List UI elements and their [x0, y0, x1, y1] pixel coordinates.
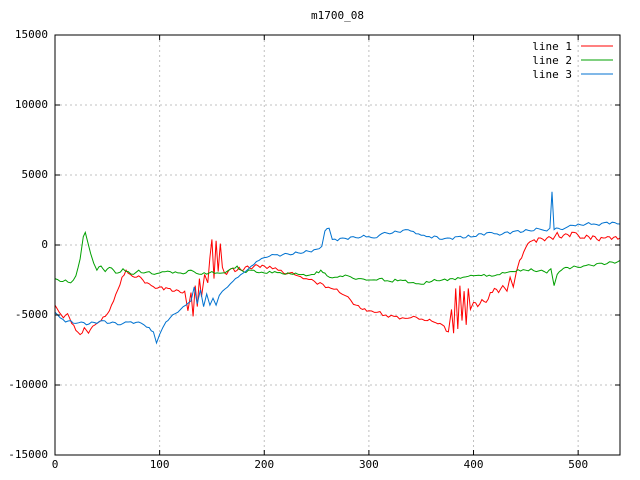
y-tick-label: -10000: [8, 378, 48, 391]
legend-line-sample: [581, 59, 613, 61]
x-tick-label: 500: [568, 458, 589, 471]
series-line-2: [54, 230, 621, 286]
x-tick-label: 200: [254, 458, 275, 471]
legend-line-sample: [581, 73, 613, 75]
x-tick-label: 0: [51, 458, 59, 471]
legend-label: line 2: [532, 53, 572, 67]
legend-line-sample: [581, 45, 613, 47]
x-tick-label: 300: [358, 458, 379, 471]
y-tick-label: 10000: [14, 98, 48, 111]
legend-entry: line 1: [532, 39, 614, 53]
series-line-3: [54, 191, 621, 345]
legend: line 1 line 2 line 3: [532, 39, 614, 81]
y-tick-label: -5000: [14, 308, 48, 321]
y-tick-label: 0: [41, 238, 48, 251]
series-line-1: [54, 231, 621, 336]
y-tick-label: 5000: [21, 168, 49, 181]
legend-entry: line 2: [532, 53, 614, 67]
y-tick-label: 15000: [14, 28, 48, 41]
x-tick-label: 400: [463, 458, 484, 471]
chart-title: m1700_08: [311, 9, 364, 22]
y-tick-label: -15000: [8, 448, 48, 461]
x-tick-label: 100: [149, 458, 170, 471]
legend-label: line 1: [532, 39, 572, 53]
legend-entry: line 3: [532, 67, 614, 81]
legend-label: line 3: [532, 67, 572, 81]
